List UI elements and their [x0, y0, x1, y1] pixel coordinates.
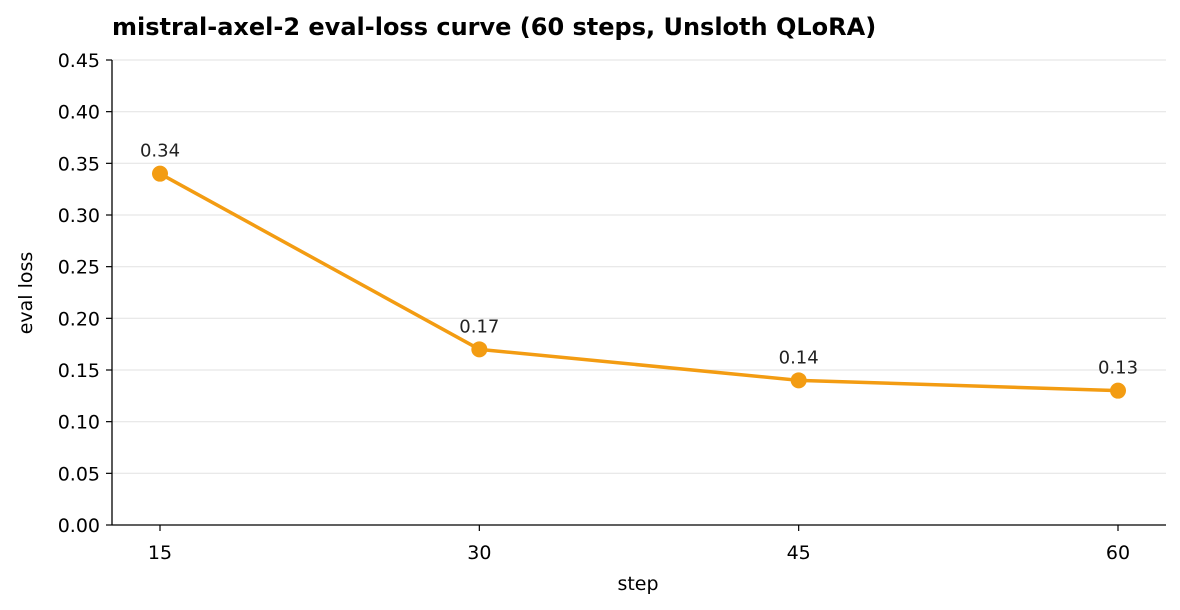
data-label: 0.13: [1098, 358, 1138, 379]
y-tick-label: 0.35: [58, 153, 100, 175]
chart-title: mistral-axel-2 eval-loss curve (60 steps…: [112, 13, 876, 41]
series-loss: [152, 165, 1126, 399]
data-point: [1110, 382, 1126, 399]
x-tick-label: 60: [1106, 542, 1130, 564]
data-point: [152, 165, 168, 182]
y-tick-label: 0.30: [58, 205, 100, 227]
x-tick-label: 15: [148, 542, 172, 564]
x-tick-label: 30: [467, 542, 491, 564]
axes: [106, 59, 1166, 531]
data-label: 0.14: [779, 347, 819, 368]
y-tick-label: 0.25: [58, 257, 100, 279]
y-tick-label: 0.45: [58, 50, 100, 72]
y-tick-label: 0.10: [58, 412, 100, 434]
data-labels: 0.34 0.17 0.14 0.13: [140, 141, 1138, 379]
data-label: 0.17: [459, 316, 499, 337]
y-tick-label: 0.15: [58, 360, 100, 382]
data-point: [790, 372, 807, 389]
x-tick-label: 45: [787, 542, 811, 564]
tick-labels: 0.00 0.05 0.10 0.15 0.20 0.25 0.30 0.35 0.40 0.45…: [58, 50, 1130, 564]
y-tick-label: 0.40: [58, 102, 100, 124]
y-axis-label: eval loss: [15, 252, 37, 335]
y-tick-label: 0.05: [58, 463, 100, 485]
y-tick-label: 0.20: [58, 308, 100, 330]
grid-lines: [112, 59, 1166, 474]
data-point: [471, 341, 488, 358]
series-line: [158, 171, 1120, 393]
data-label: 0.34: [140, 141, 180, 162]
x-axis-label: step: [617, 573, 658, 595]
y-tick-label: 0.00: [58, 515, 100, 537]
